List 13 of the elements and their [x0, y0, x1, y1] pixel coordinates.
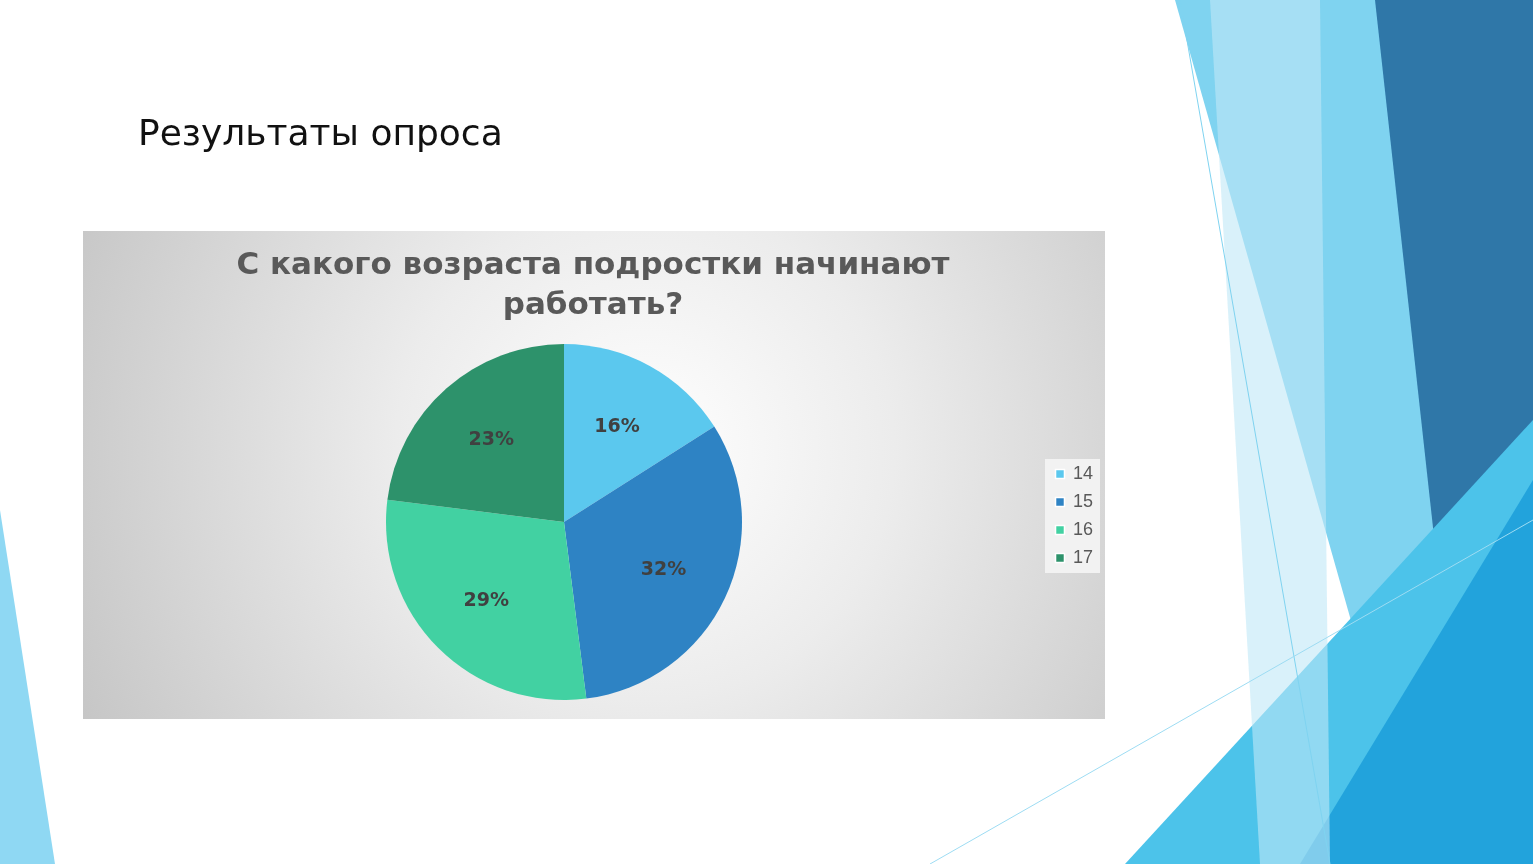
legend-label: 14: [1073, 463, 1094, 483]
chart-title: Результаты опроса: [138, 112, 503, 153]
chart-subtitle: С какого возраста подростки начинают работать?: [235, 244, 951, 323]
data-label: 16%: [594, 413, 640, 436]
pie-slice: [387, 344, 564, 522]
legend-label: 15: [1073, 491, 1094, 511]
pie-slice: [386, 499, 587, 700]
data-label: 32%: [640, 556, 687, 579]
legend-label: 17: [1073, 547, 1094, 567]
data-label: 23%: [468, 427, 514, 450]
pie-slice: [564, 344, 715, 522]
legend-label: 16: [1073, 519, 1094, 539]
data-label: 29%: [463, 587, 509, 610]
